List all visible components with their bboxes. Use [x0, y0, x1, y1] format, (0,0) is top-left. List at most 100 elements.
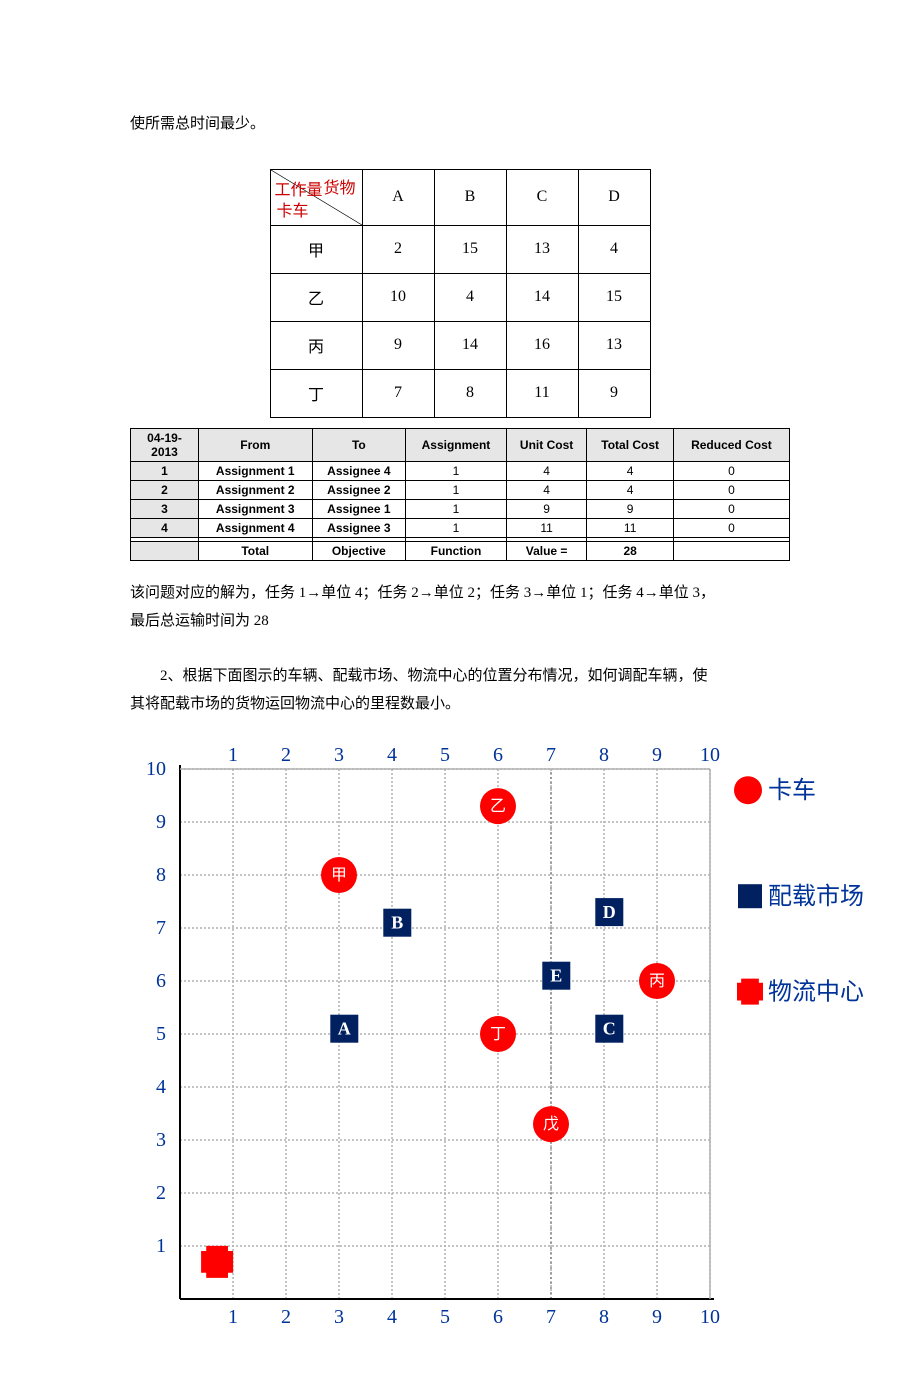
- svg-text:4: 4: [156, 1076, 166, 1098]
- cargo-table: 货物工作量卡车ABCD甲215134乙1041415丙9141613丁78119: [270, 169, 651, 418]
- solver-header: Assignment: [406, 428, 507, 461]
- cargo-row-header: 丁: [270, 369, 362, 417]
- cargo-cell: 15: [578, 273, 650, 321]
- cargo-row-header: 乙: [270, 273, 362, 321]
- svg-text:卡车: 卡车: [768, 777, 816, 804]
- solution-line2: 最后总运输时间为 28: [130, 607, 790, 636]
- solver-header: To: [312, 428, 406, 461]
- solver-cell: Assignment 2: [199, 480, 313, 499]
- cargo-cell: 4: [578, 225, 650, 273]
- svg-text:2: 2: [281, 1306, 291, 1328]
- solver-header: From: [199, 428, 313, 461]
- solver-cell: 1: [406, 518, 507, 537]
- svg-text:D: D: [603, 902, 616, 922]
- cargo-col-header: C: [506, 169, 578, 225]
- solver-cell: 0: [673, 461, 789, 480]
- solver-cell: 9: [506, 499, 587, 518]
- cargo-cell: 13: [578, 321, 650, 369]
- solver-header: Total Cost: [587, 428, 673, 461]
- svg-text:3: 3: [334, 1306, 344, 1328]
- svg-text:1: 1: [156, 1235, 166, 1257]
- question2-line1: 2、根据下面图示的车辆、配载市场、物流中心的位置分布情况，如何调配车辆，使: [130, 662, 790, 691]
- cargo-cell: 14: [506, 273, 578, 321]
- svg-text:5: 5: [156, 1023, 166, 1045]
- solver-cell: Assignment 1: [199, 461, 313, 480]
- svg-text:甲: 甲: [331, 867, 347, 884]
- svg-text:丁: 丁: [490, 1026, 506, 1043]
- svg-text:4: 4: [387, 744, 397, 766]
- svg-text:5: 5: [440, 744, 450, 766]
- cargo-cell: 9: [578, 369, 650, 417]
- svg-text:7: 7: [546, 1306, 556, 1328]
- svg-text:4: 4: [387, 1306, 397, 1328]
- svg-text:1: 1: [228, 1306, 238, 1328]
- svg-text:7: 7: [546, 744, 556, 766]
- solver-cell: Assignee 1: [312, 499, 406, 518]
- solver-table: 04-19-2013FromToAssignmentUnit CostTotal…: [130, 428, 790, 561]
- svg-text:3: 3: [156, 1129, 166, 1151]
- cargo-cell: 9: [362, 321, 434, 369]
- svg-text:配载市场: 配载市场: [768, 883, 864, 910]
- svg-text:乙: 乙: [490, 798, 506, 815]
- solver-cell: 3: [131, 499, 199, 518]
- svg-text:A: A: [338, 1018, 351, 1038]
- cargo-cell: 10: [362, 273, 434, 321]
- solver-cell: 9: [587, 499, 673, 518]
- svg-text:3: 3: [334, 744, 344, 766]
- svg-text:9: 9: [156, 811, 166, 833]
- svg-text:5: 5: [440, 1306, 450, 1328]
- cargo-cell: 2: [362, 225, 434, 273]
- svg-text:C: C: [603, 1018, 616, 1038]
- grid-chart: 123456789101234567891012345678910ABCDE甲乙…: [140, 739, 790, 1339]
- solver-cell: Assignee 2: [312, 480, 406, 499]
- solver-cell: 4: [131, 518, 199, 537]
- svg-text:1: 1: [228, 744, 238, 766]
- svg-text:9: 9: [652, 744, 662, 766]
- solver-cell: 11: [506, 518, 587, 537]
- solver-cell: Assignment 4: [199, 518, 313, 537]
- cargo-col-header: A: [362, 169, 434, 225]
- solution-line1: 该问题对应的解为，任务 1→单位 4；任务 2→单位 2；任务 3→单位 1；任…: [130, 579, 790, 608]
- solver-header: 04-19-2013: [131, 428, 199, 461]
- solver-cell: 1: [131, 461, 199, 480]
- solver-cell: Assignee 4: [312, 461, 406, 480]
- solver-cell: 2: [131, 480, 199, 499]
- solver-cell: Assignment 3: [199, 499, 313, 518]
- svg-text:8: 8: [599, 744, 609, 766]
- solver-footer-cell: Value =: [506, 541, 587, 560]
- cargo-diag-bot: 卡车: [277, 197, 309, 221]
- cargo-row-header: 丙: [270, 321, 362, 369]
- solver-cell: 0: [673, 480, 789, 499]
- cargo-cell: 4: [434, 273, 506, 321]
- cargo-cell: 15: [434, 225, 506, 273]
- solver-cell: 4: [506, 461, 587, 480]
- cargo-diag-top: 货物: [323, 174, 355, 198]
- cargo-cell: 14: [434, 321, 506, 369]
- svg-text:10: 10: [700, 1306, 720, 1328]
- cargo-cell: 8: [434, 369, 506, 417]
- solver-header: Unit Cost: [506, 428, 587, 461]
- solver-footer-cell: [673, 541, 789, 560]
- solver-cell: 4: [506, 480, 587, 499]
- svg-text:10: 10: [146, 758, 166, 780]
- solver-footer-cell: Total: [199, 541, 313, 560]
- solver-footer-cell: [131, 541, 199, 560]
- question2-line2: 其将配载市场的货物运回物流中心的里程数最小。: [130, 690, 790, 719]
- cargo-cell: 13: [506, 225, 578, 273]
- solver-cell: 0: [673, 518, 789, 537]
- solver-cell: 1: [406, 461, 507, 480]
- svg-text:6: 6: [156, 970, 166, 992]
- intro-line: 使所需总时间最少。: [130, 110, 790, 139]
- solver-footer-cell: Objective: [312, 541, 406, 560]
- cargo-cell: 16: [506, 321, 578, 369]
- solver-cell: 0: [673, 499, 789, 518]
- solver-footer-cell: Function: [406, 541, 507, 560]
- svg-text:物流中心: 物流中心: [768, 978, 864, 1005]
- svg-text:7: 7: [156, 917, 166, 939]
- cargo-row-header: 甲: [270, 225, 362, 273]
- cargo-col-header: B: [434, 169, 506, 225]
- solver-cell: 11: [587, 518, 673, 537]
- svg-text:戊: 戊: [543, 1115, 559, 1133]
- svg-text:6: 6: [493, 744, 503, 766]
- solver-cell: Assignee 3: [312, 518, 406, 537]
